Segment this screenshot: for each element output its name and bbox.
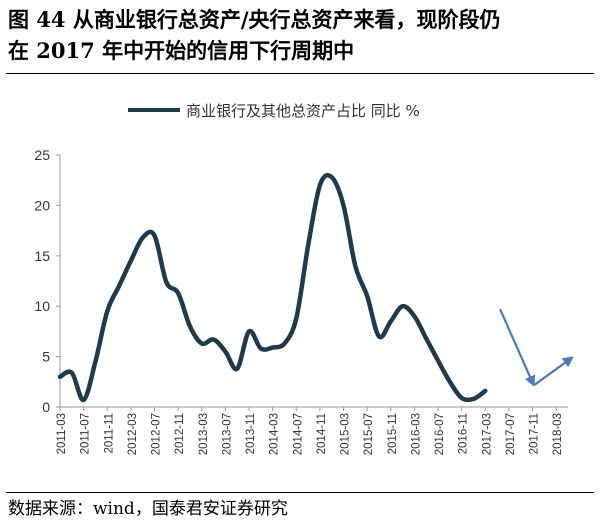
- x-tick-label: 2014-11: [316, 413, 328, 454]
- line-chart: 商业银行及其他总资产占比 同比 % 0 5 10 15 20 25 2011-03 2011-0…: [34, 102, 574, 455]
- x-tick-label: 2015-03: [340, 413, 352, 455]
- y-tick-label: 25: [34, 147, 50, 163]
- y-tick-label: 0: [42, 399, 50, 415]
- legend-label: 商业银行及其他总资产占比 同比 %: [186, 102, 420, 120]
- x-tick-label: 2011-03: [56, 413, 68, 454]
- x-tick-label: 2015-11: [387, 413, 399, 454]
- series-line: [57, 172, 488, 403]
- x-tick-label: 2015-07: [363, 413, 375, 455]
- x-tick-label: 2014-03: [269, 413, 281, 455]
- trend-down-arrow: [499, 308, 536, 387]
- x-tick-label: 2013-03: [198, 413, 210, 455]
- source-note: 数据来源：wind，国泰君安证券研究: [8, 499, 288, 519]
- x-tick-label: 2016-11: [458, 413, 470, 454]
- y-tick-label: 10: [34, 298, 50, 314]
- x-tick-label: 2017-03: [481, 413, 493, 455]
- x-tick-label: 2014-07: [292, 413, 304, 455]
- source-divider: [6, 492, 594, 493]
- figure-title-line1: 图 44 从商业银行总资产/央行总资产来看，现阶段仍: [8, 7, 501, 32]
- x-tick-label: 2018-03: [552, 413, 564, 455]
- x-tick-label: 2012-03: [127, 413, 139, 455]
- x-tick-label: 2017-07: [505, 413, 517, 455]
- x-tick-label: 2016-07: [434, 413, 446, 455]
- x-tick-label: 2016-03: [410, 413, 422, 455]
- x-tick-label: 2011-07: [80, 413, 92, 454]
- y-tick-label: 15: [34, 248, 50, 264]
- y-tick-label: 5: [42, 349, 50, 365]
- y-tick-label: 20: [34, 197, 50, 213]
- figure-title: 图 44 从商业银行总资产/央行总资产来看，现阶段仍 在 2017 年中开始的信…: [8, 4, 596, 66]
- x-tick-label: 2013-07: [221, 413, 233, 455]
- x-tick-label: 2012-11: [174, 413, 186, 454]
- x-tick-label: 2012-07: [151, 413, 163, 455]
- title-divider: [6, 73, 594, 74]
- trend-up-arrow: [533, 356, 574, 386]
- x-tick-label: 2017-11: [529, 413, 541, 454]
- x-tick-label: 2011-11: [103, 413, 115, 454]
- figure-title-line2: 在 2017 年中开始的信用下行周期中: [8, 38, 355, 63]
- x-tick-label: 2013-11: [245, 413, 257, 454]
